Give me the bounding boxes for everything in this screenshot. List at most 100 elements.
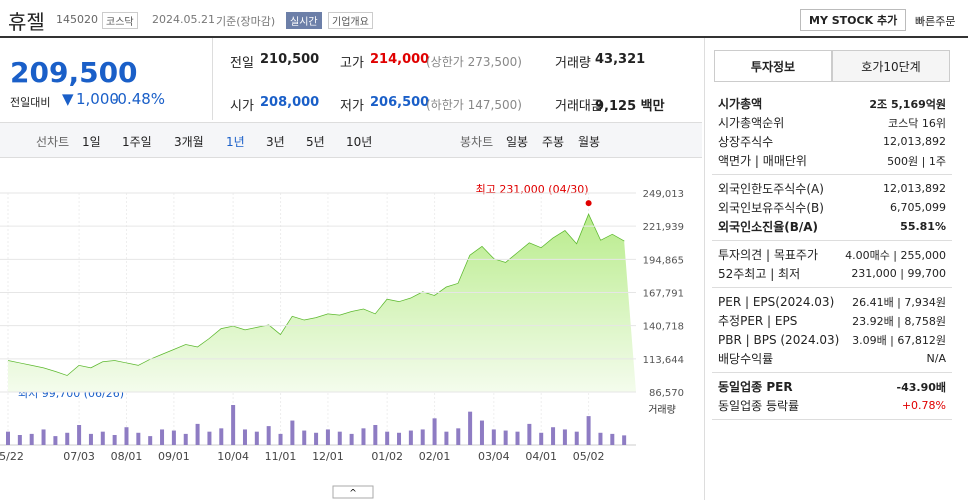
x-tick-label: 05/02 <box>573 450 605 463</box>
info-value: 12,013,892 <box>883 182 946 195</box>
quick-order[interactable]: 빠른주문 <box>915 15 956 28</box>
info-value: -43.90배 <box>896 380 946 394</box>
volume-bar <box>397 432 402 445</box>
candle-button[interactable]: 주봉 <box>542 135 565 149</box>
period-button[interactable]: 5년 <box>306 135 325 149</box>
info-group: PER | EPS(2024.03) 26.41배 | 7,934원 추정PER |… <box>712 288 952 373</box>
volume-bar <box>6 431 10 445</box>
volume-bar <box>136 432 141 445</box>
volume-bar <box>432 418 437 445</box>
basis: 기준(장마감) <box>216 15 276 28</box>
info-value: 2조 5,169억원 <box>869 97 946 111</box>
info-row: 상장주식수 12,013,892 <box>718 132 946 151</box>
volume-bar <box>551 427 556 445</box>
x-tick-label: 08/01 <box>111 450 143 463</box>
info-label: 상장주식수 <box>718 135 774 149</box>
info-row: 배당수익률 N/A <box>718 349 946 368</box>
volume-bar <box>183 433 188 445</box>
period-label: 봉차트 <box>460 135 494 149</box>
candle-button[interactable]: 월봉 <box>578 135 601 149</box>
volume-bar <box>278 433 283 445</box>
period-button[interactable]: 1일 <box>82 135 101 149</box>
volume-bar <box>41 429 46 445</box>
volume-bar <box>53 436 58 445</box>
volume-bar <box>598 432 603 445</box>
volume-bar <box>302 430 307 445</box>
info-row: 투자의견 | 목표주가 4.00매수 | 255,000 <box>718 245 946 264</box>
stat-label: 거래대금 <box>555 99 603 114</box>
volume-bar <box>17 435 22 445</box>
period-button[interactable]: 10년 <box>346 135 373 149</box>
info-value: 231,000 | 99,700 <box>851 267 946 280</box>
info-row: 외국인보유주식수(B) 6,705,099 <box>718 198 946 217</box>
info-value: 23.92배 | 8,758원 <box>852 314 946 328</box>
info-value: 코스닥 16위 <box>888 116 946 130</box>
volume-bar <box>586 416 591 445</box>
volume-bar <box>479 420 484 445</box>
stock-code: 145020 <box>56 13 98 26</box>
info-value: N/A <box>926 352 946 365</box>
my-stock-button[interactable]: MY STOCK 추가 <box>800 9 907 31</box>
volume-bar <box>100 431 105 445</box>
change: 1,000 <box>76 90 119 108</box>
divider <box>0 36 968 38</box>
y-tick-label: 86,570 <box>649 388 684 399</box>
x-tick-label: 02/01 <box>419 450 451 463</box>
info-label: 투자의견 | 목표주가 <box>718 248 818 262</box>
info-row: 외국인소진율(B/A) 55.81% <box>718 217 946 236</box>
period-label: 선차트 <box>36 135 70 149</box>
volume-bar <box>231 405 236 445</box>
divider <box>212 38 213 120</box>
period-button[interactable]: 1년 <box>226 135 245 149</box>
info-label: 동일업종 PER <box>718 380 793 394</box>
info-label: 외국인소진율(B/A) <box>718 220 819 234</box>
info-value: 6,705,099 <box>890 201 946 214</box>
candle-button[interactable]: 일봉 <box>506 135 529 149</box>
chart: 05/02 04/01 03/04 02/01 01/02 12/01 11/01 10/04… <box>0 183 684 499</box>
volume-bar <box>242 429 247 445</box>
period-button[interactable]: 3개월 <box>174 135 204 149</box>
max-label: 최고 231,000 (04/30) <box>476 183 589 196</box>
collapse-button[interactable] <box>332 485 374 499</box>
y-tick-label: 113,644 <box>643 355 684 366</box>
tab[interactable]: 호가10단계 <box>832 50 950 82</box>
info-group: 동일업종 PER -43.90배 동일업종 등락률 +0.78% <box>712 373 952 420</box>
y-tick-label: 194,865 <box>643 255 684 266</box>
stat-label: 고가 <box>340 56 364 71</box>
stat-note: (상한가 273,500) <box>426 55 522 69</box>
realtime-badge[interactable]: 실시간 <box>286 12 322 29</box>
info-group: 투자의견 | 목표주가 4.00매수 | 255,000 52주최고 | 최저 231… <box>712 241 952 288</box>
period-button[interactable]: 3년 <box>266 135 285 149</box>
change-label: 전일대비 <box>10 96 51 109</box>
info-value: 3.09배 | 67,812원 <box>852 333 946 347</box>
volume-bar <box>160 429 165 445</box>
tab[interactable]: 투자정보 <box>714 50 832 82</box>
stat-value: 9,125 백만 <box>595 99 665 114</box>
x-tick-label: 01/02 <box>371 450 403 463</box>
x-tick-label: 07/03 <box>63 450 95 463</box>
volume-bar <box>314 432 319 445</box>
volume-bar <box>112 435 117 445</box>
info-group: 외국인한도주식수(A) 12,013,892 외국인보유주식수(B) 6,705,09… <box>712 175 952 241</box>
stat-value: 210,500 <box>260 52 320 67</box>
price-area <box>8 215 636 392</box>
info-label: 추정PER | EPS <box>718 314 798 328</box>
volume-bar <box>29 433 34 445</box>
volume-bar <box>349 433 354 445</box>
x-tick-label: 04/01 <box>525 450 557 463</box>
info-value: 26.41배 | 7,934원 <box>852 295 946 309</box>
info-group: 시가총액 2조 5,169억원 시가총액순위 코스닥 16위 상장주식수 12,013,8… <box>712 90 952 175</box>
volume-bar <box>574 431 579 445</box>
volume-bar <box>65 432 70 445</box>
volume-bar <box>420 429 425 445</box>
overview-button[interactable]: 기업개요 <box>328 12 373 29</box>
info-row: 시가총액순위 코스닥 16위 <box>718 113 946 132</box>
period-button[interactable]: 1주일 <box>122 135 152 149</box>
volume-bar <box>373 425 378 445</box>
volume-bar <box>77 425 82 445</box>
info-value: 12,013,892 <box>883 135 946 148</box>
stat-value: 43,321 <box>595 52 646 67</box>
info-value: 55.81% <box>900 220 946 233</box>
x-tick-label: 05/22 <box>0 450 24 463</box>
